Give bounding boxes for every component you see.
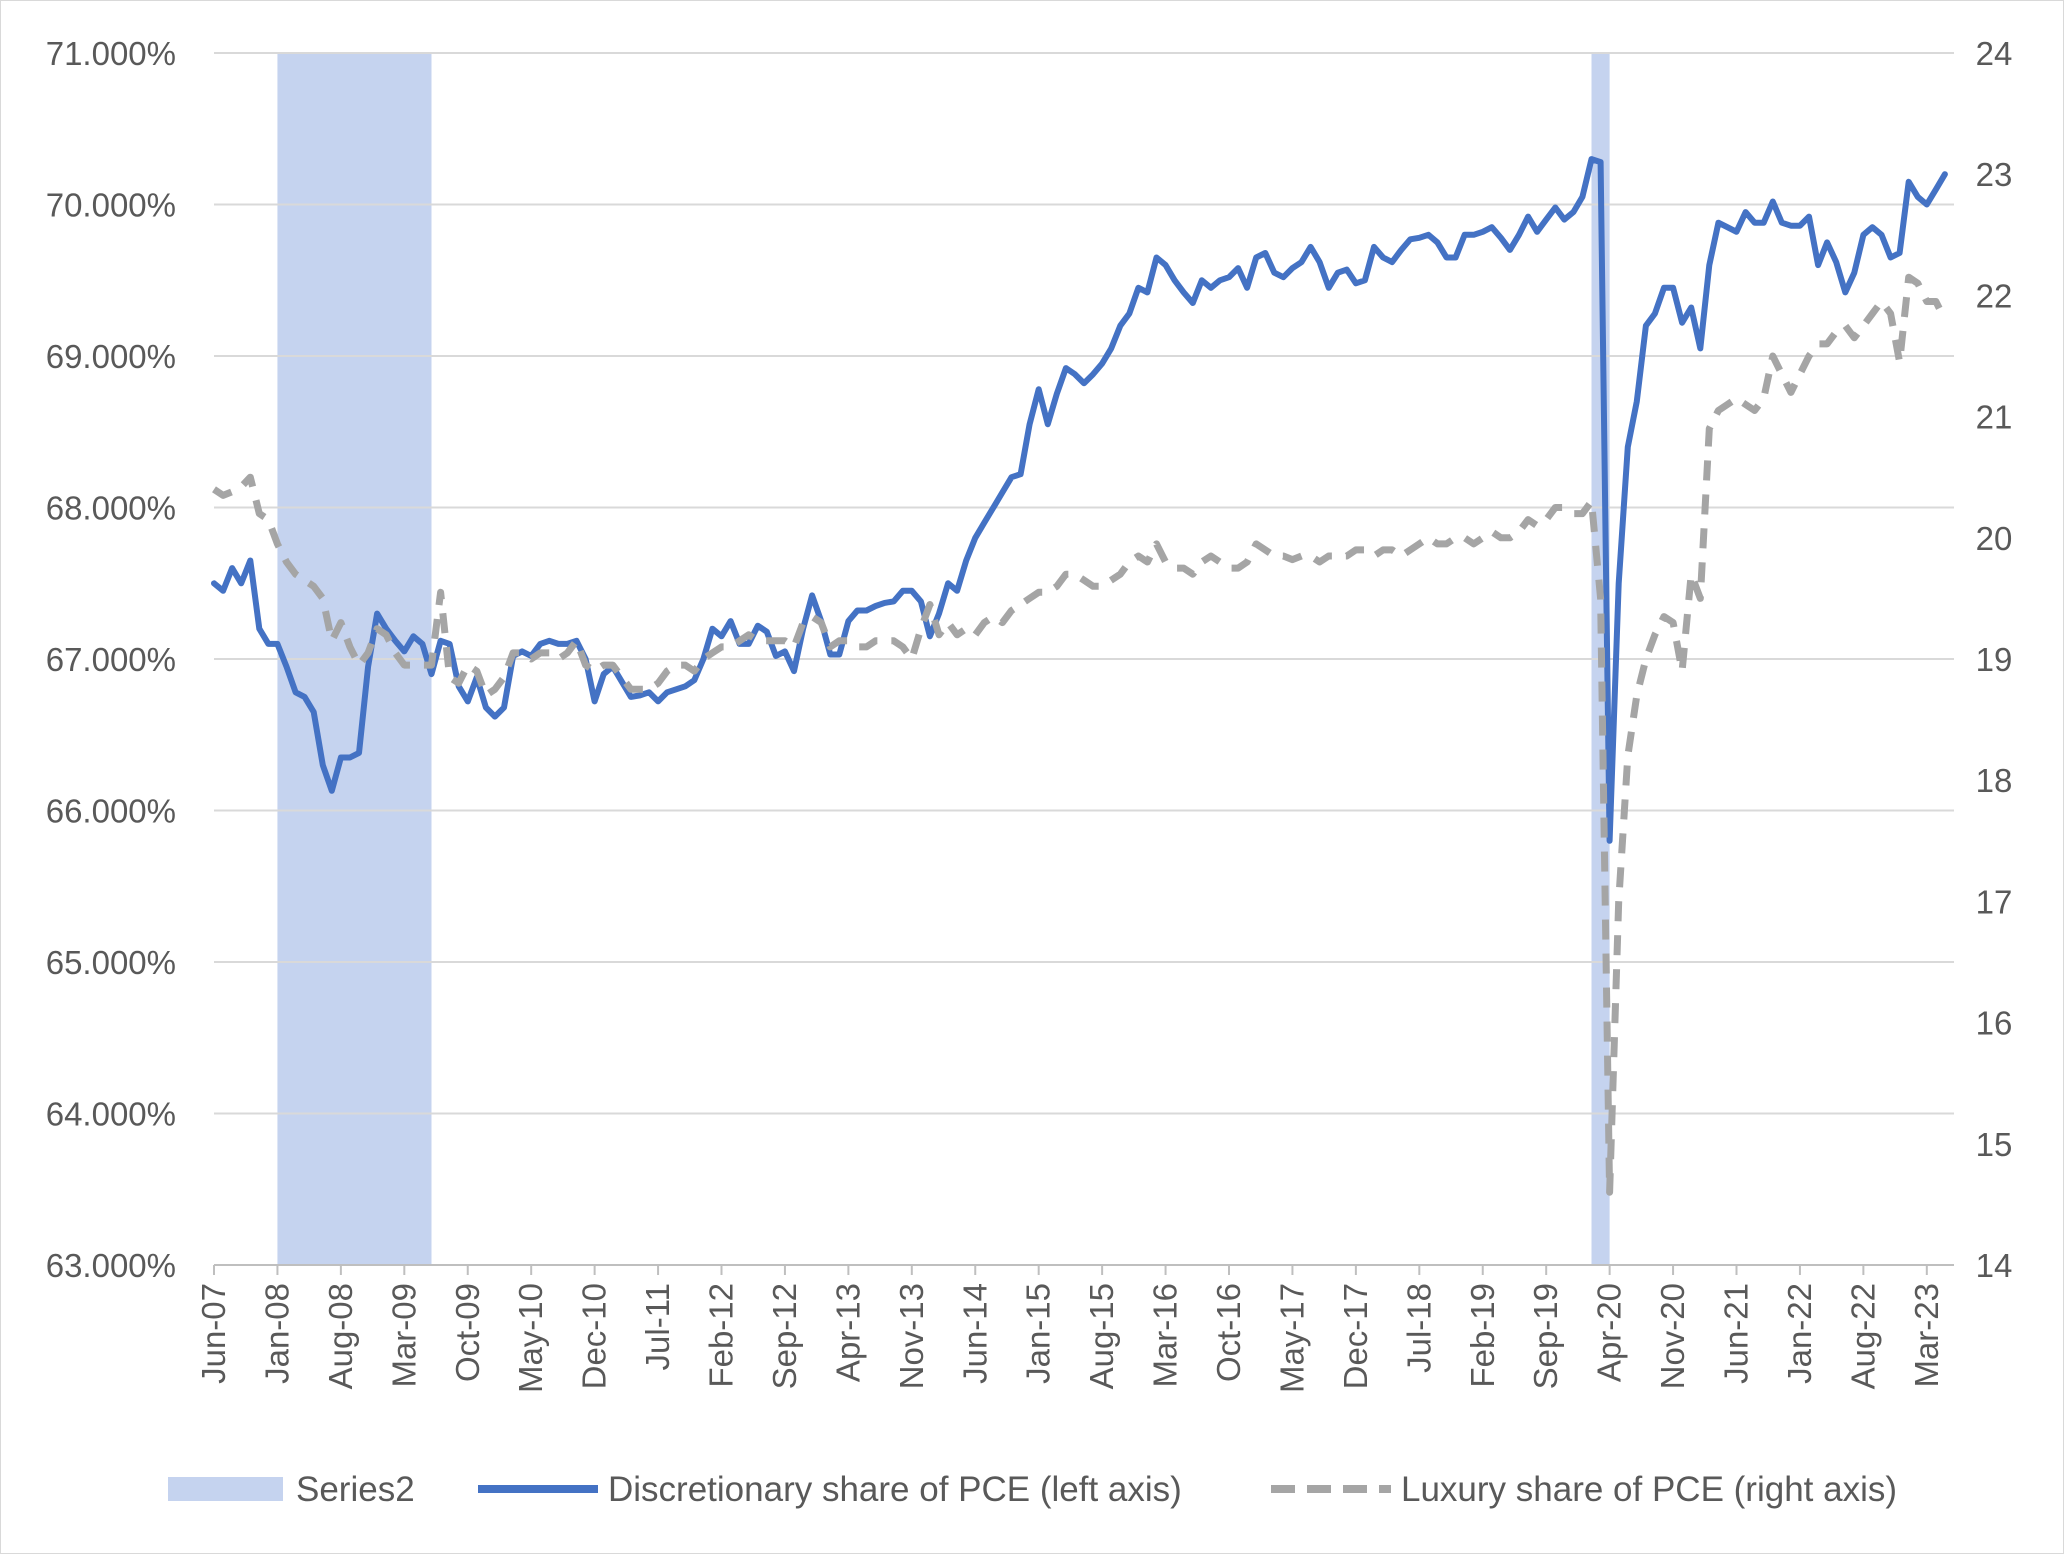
x-tick-label: Jan-22 xyxy=(1781,1283,1818,1384)
x-tick-label: May-17 xyxy=(1273,1283,1310,1393)
y-right-tick-label: 23 xyxy=(1976,156,2013,193)
y-left-tick-label: 70.000% xyxy=(46,187,176,224)
x-axis: Jun-07 Jan-08 Aug-08 Mar-09 Oct-09 May-10 Dec-… xyxy=(195,1264,1954,1393)
y-left-tick-label: 71.000% xyxy=(46,35,176,72)
x-tick-label: Aug-22 xyxy=(1844,1283,1881,1389)
legend-label-luxury: Luxury share of PCE (right axis) xyxy=(1401,1470,1897,1509)
x-tick-label: Oct-09 xyxy=(449,1283,486,1382)
x-tick-label: Mar-09 xyxy=(385,1283,422,1388)
x-tick-label: Jan-08 xyxy=(258,1283,295,1384)
x-tick-label: Aug-15 xyxy=(1083,1283,1120,1389)
y-left-tick-label: 66.000% xyxy=(46,793,176,830)
y-left-tick-label: 63.000% xyxy=(46,1247,176,1284)
y-right-tick-label: 21 xyxy=(1976,399,2013,436)
legend: Series2 Discretionary share of PCE (left… xyxy=(168,1470,1897,1509)
legend-label-series2: Series2 xyxy=(296,1470,415,1509)
x-tick-label: Mar-23 xyxy=(1908,1283,1945,1388)
luxury-share-line xyxy=(212,273,1949,1196)
y-left-tick-label: 64.000% xyxy=(46,1096,176,1133)
y-right-tick-label: 16 xyxy=(1976,1005,2013,1042)
x-tick-label: Nov-13 xyxy=(893,1283,930,1389)
y-left-tick-label: 68.000% xyxy=(46,490,176,527)
y-right-tick-label: 15 xyxy=(1976,1126,2013,1163)
x-tick-label: Dec-10 xyxy=(576,1283,613,1389)
y-axis-right: 14 15 16 17 18 19 20 21 22 23 24 xyxy=(1976,35,2013,1284)
y-right-tick-label: 18 xyxy=(1976,762,2013,799)
discretionary-share-line xyxy=(211,156,1948,844)
y-right-tick-label: 24 xyxy=(1976,35,2013,72)
x-tick-label: Sep-19 xyxy=(1527,1283,1564,1389)
x-tick-label: Nov-20 xyxy=(1654,1283,1691,1389)
y-right-tick-label: 14 xyxy=(1976,1247,2013,1284)
x-tick-label: Feb-19 xyxy=(1464,1283,1501,1388)
x-tick-label: Jul-11 xyxy=(639,1283,676,1370)
x-tick-label: Aug-08 xyxy=(322,1283,359,1389)
y-right-tick-label: 19 xyxy=(1976,641,2013,678)
y-left-tick-label: 69.000% xyxy=(46,338,176,375)
x-tick-label: Jul-18 xyxy=(1400,1283,1437,1373)
x-tick-label: Jun-14 xyxy=(956,1283,993,1384)
series-lines xyxy=(211,156,1949,1196)
x-tick-label: Jan-15 xyxy=(1020,1283,1057,1384)
x-tick-label: Jun-21 xyxy=(1718,1283,1755,1384)
x-tick-label: Feb-12 xyxy=(703,1283,740,1388)
x-tick-label: Sep-12 xyxy=(766,1283,803,1389)
x-tick-label: May-10 xyxy=(512,1283,549,1393)
x-tick-label: Dec-17 xyxy=(1337,1283,1374,1389)
gridlines xyxy=(214,52,1954,1115)
legend-label-discretionary: Discretionary share of PCE (left axis) xyxy=(608,1470,1182,1509)
y-right-tick-label: 17 xyxy=(1976,883,2013,920)
x-tick-label: Oct-16 xyxy=(1210,1283,1247,1382)
y-left-tick-label: 65.000% xyxy=(46,944,176,981)
y-axis-left: 63.000% 64.000% 65.000% 66.000% 67.000% 68.00… xyxy=(46,35,176,1284)
x-tick-label: Apr-13 xyxy=(829,1283,866,1382)
legend-swatch-series2 xyxy=(168,1477,283,1501)
y-left-tick-label: 67.000% xyxy=(46,641,176,678)
x-tick-label: Jun-07 xyxy=(195,1283,232,1384)
x-tick-label: Apr-20 xyxy=(1591,1283,1628,1382)
y-right-tick-label: 20 xyxy=(1976,520,2013,557)
y-right-tick-label: 22 xyxy=(1976,277,2013,314)
x-tick-label: Mar-16 xyxy=(1147,1283,1184,1388)
